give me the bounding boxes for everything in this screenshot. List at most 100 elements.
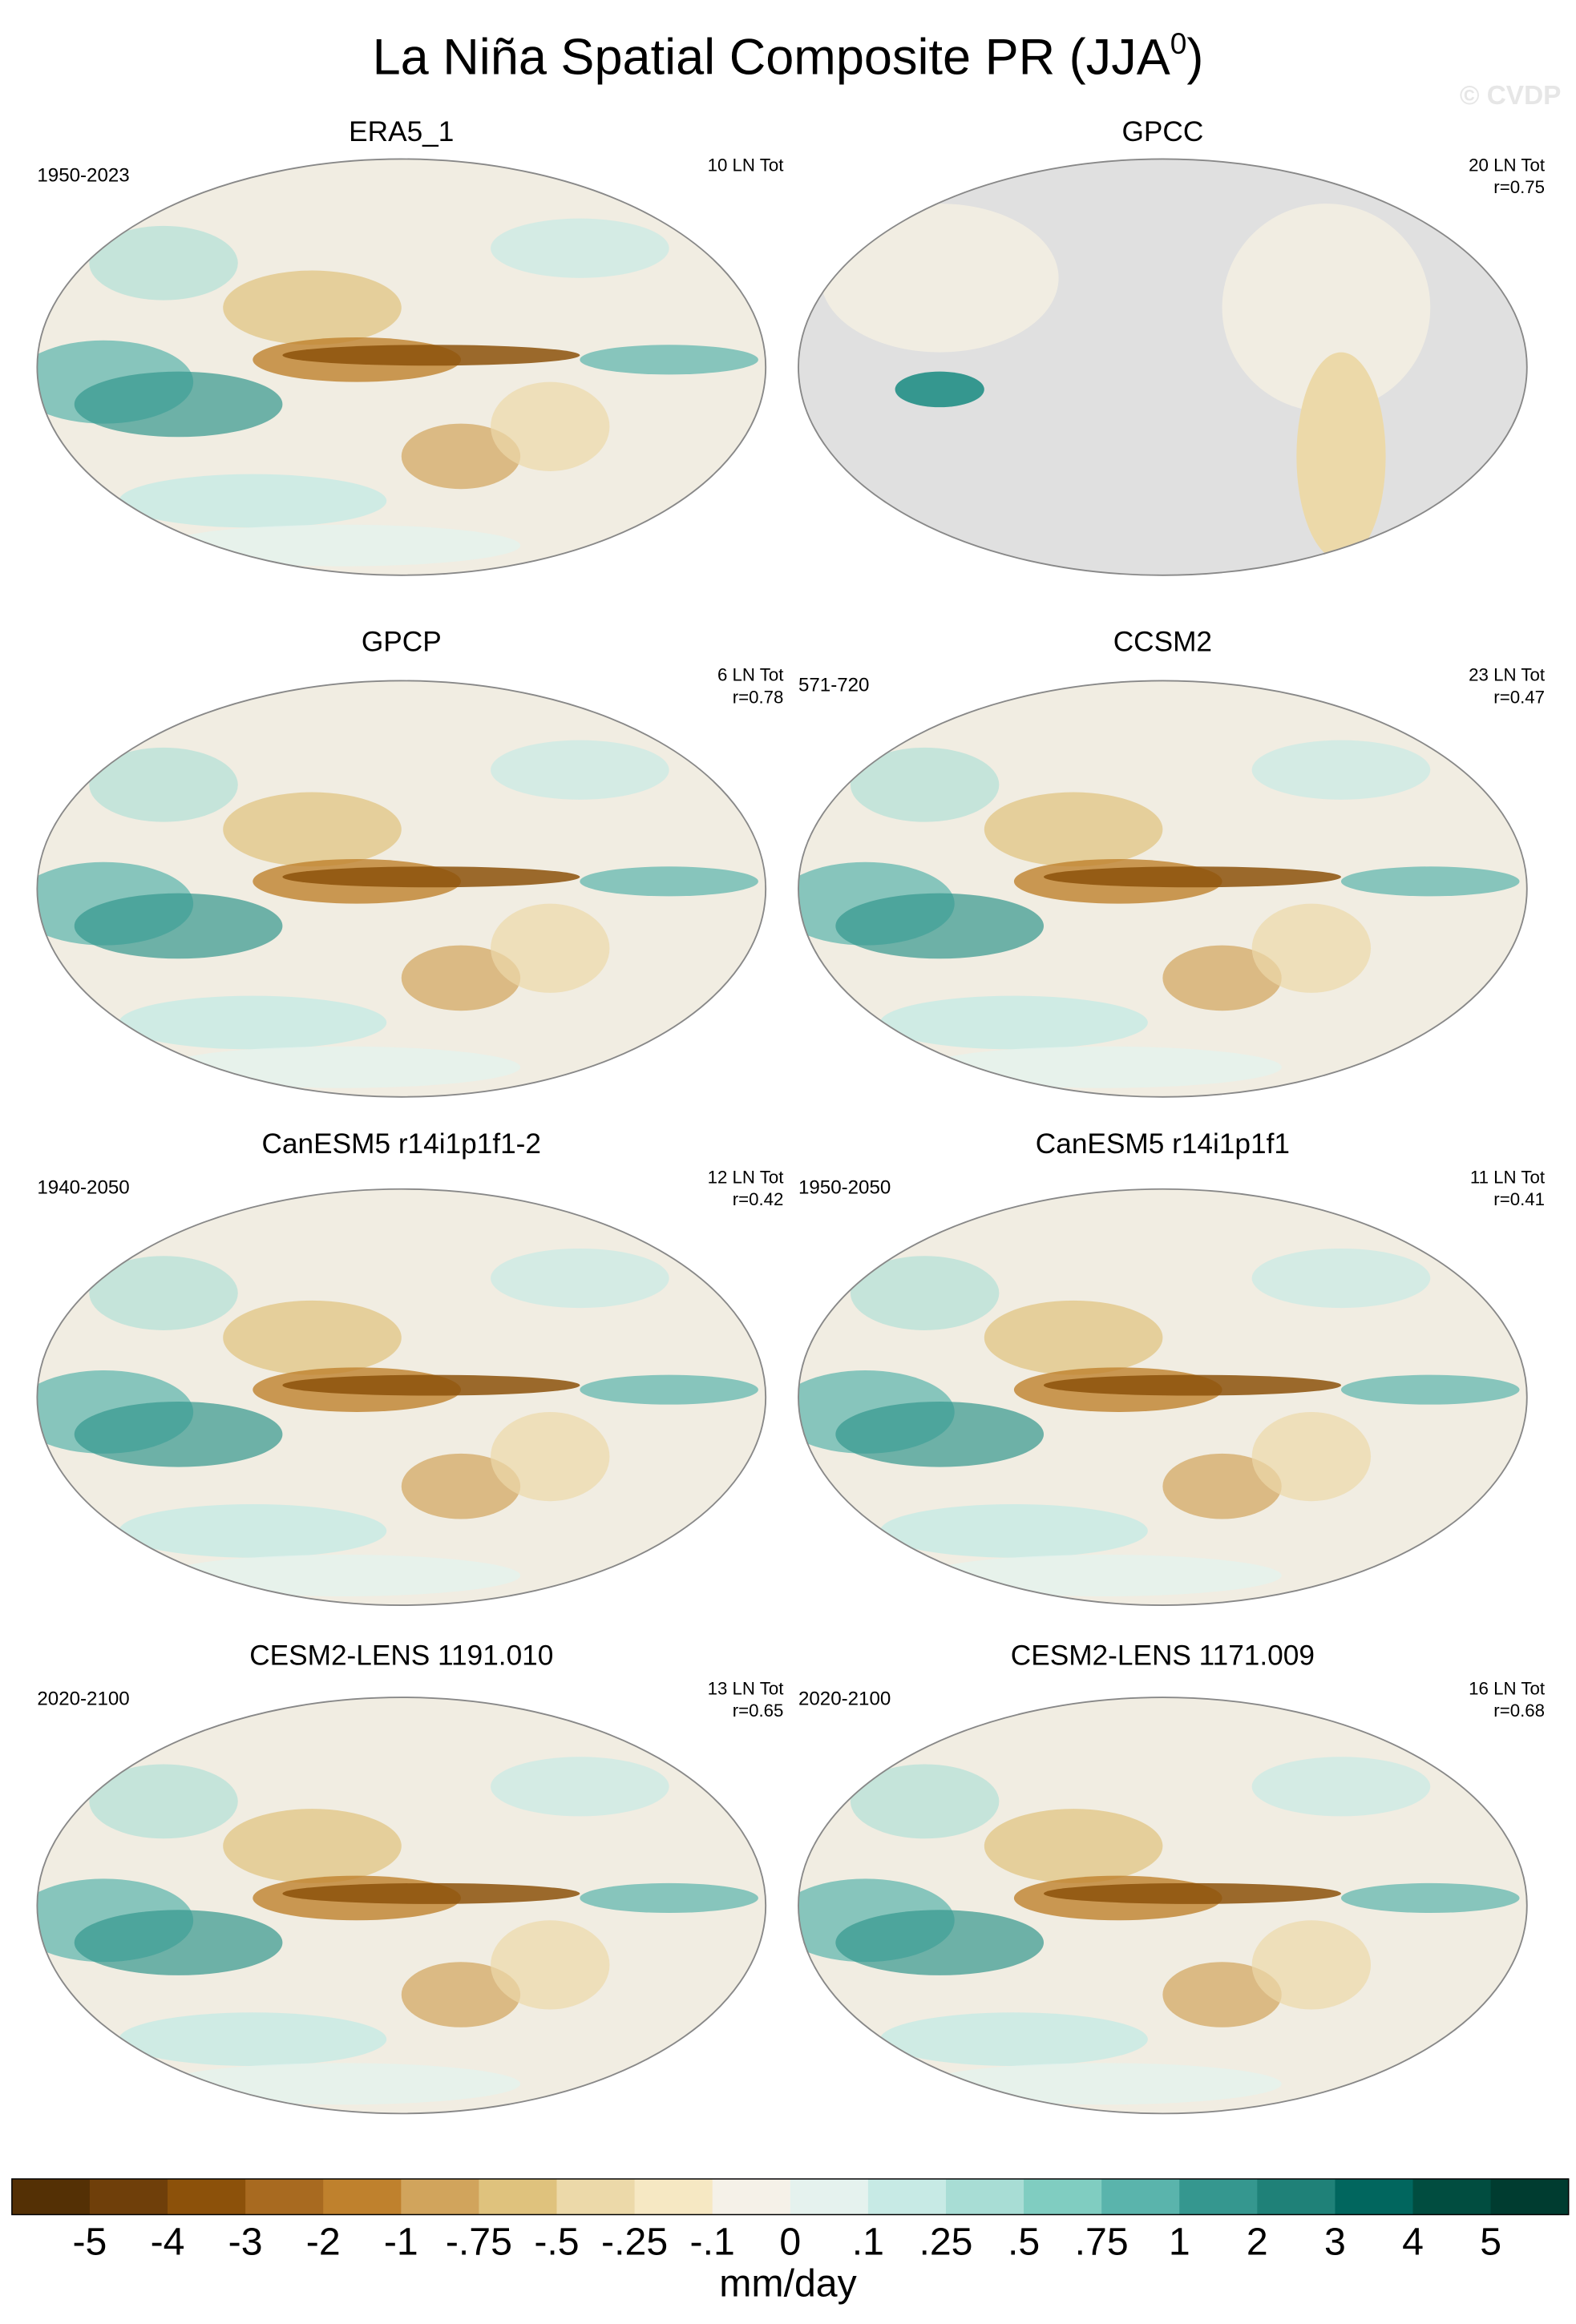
map-shading [1044,866,1341,888]
panel-stat: 11 LN Tot [1470,1167,1546,1187]
map-shading [164,1046,521,1088]
panel-stat: r=0.41 [1493,1189,1545,1209]
map-shading [119,995,387,1050]
colorbar-label: -.25 [601,2221,668,2264]
panel-stat: r=0.68 [1493,1701,1545,1721]
colorbar-label: 0 [779,2221,801,2264]
colorbar-label: .5 [1008,2221,1040,2264]
map-shading [282,1374,580,1396]
map-shading [1162,945,1282,1011]
colorbar-swatch [168,2178,246,2215]
colorbar-label: 3 [1324,2221,1346,2264]
map-shading [1222,204,1431,412]
colorbar-label: 2 [1247,2221,1268,2264]
colorbar-label: -4 [151,2221,185,2264]
colorbar-swatch [89,2178,168,2215]
map-shading [401,1453,521,1519]
map-shading [850,1256,1000,1330]
map-border [36,1188,767,1606]
colorbar-label: 4 [1402,2221,1424,2264]
colorbar-swatch [1179,2178,1258,2215]
colorbar-unit: mm/day [719,2262,857,2306]
panel-stat: 16 LN Tot [1469,1678,1546,1698]
colorbar-swatch [1490,2178,1570,2215]
colorbar-label: -2 [306,2221,341,2264]
colorbar-label: 1 [1169,2221,1190,2264]
map [37,1697,766,2114]
title-text: La Niña Spatial Composite PR (JJA [373,30,1170,86]
figure-title: La Niña Spatial Composite PR (JJA0) [373,26,1204,86]
colorbar-label: -.1 [690,2221,735,2264]
panel-stat: 12 LN Tot [708,1167,785,1187]
map-shading [879,995,1148,1050]
map-border [798,680,1528,1098]
colorbar-swatch [867,2178,947,2215]
map-shading [1251,1757,1431,1817]
map-shading [580,1882,758,1913]
map-shading [164,524,521,567]
map-shading [924,1046,1282,1088]
colorbar-swatch [790,2178,869,2215]
map-shading [491,1920,610,2010]
title-superscript: 0 [1170,26,1187,60]
map-shading [223,1300,402,1375]
colorbar-label: -.5 [534,2221,579,2264]
map-shading [89,1256,238,1330]
map-shading [1251,740,1431,800]
map-shading [491,1757,669,1817]
panel-period: 1940-2050 [37,1176,129,1198]
map-border [36,158,767,576]
map-shading [1162,1962,1282,2027]
colorbar-swatch [634,2178,713,2215]
map-shading [1251,1248,1431,1309]
map-shading [580,866,758,897]
map [798,1188,1527,1606]
map-shading [924,2063,1282,2105]
map-shading [1044,1374,1341,1396]
map-shading [1251,903,1372,993]
colorbar-swatch [323,2178,402,2215]
colorbar-swatch [556,2178,636,2215]
colorbar-label: -3 [228,2221,263,2264]
colorbar-border [11,2178,1570,2216]
panel-title: GPCP [362,626,442,657]
map [37,1188,766,1606]
colorbar-swatch [245,2178,324,2215]
colorbar-swatch [479,2178,558,2215]
map-shading [984,1809,1163,1883]
panel-title: CCSM2 [1113,626,1212,657]
map-shading [164,2063,521,2105]
map-shading [835,1910,1045,1975]
map-shading [491,1411,610,1502]
map-shading [74,1401,283,1467]
panel-title: CanESM5 r14i1p1f1-2 [262,1128,541,1160]
map-shading [835,1401,1045,1467]
map-shading [119,2012,387,2067]
map-shading [580,1374,758,1405]
map [798,159,1527,575]
map-shading [1296,352,1386,561]
map-border [798,1697,1528,2115]
colorbar-label: .25 [919,2221,972,2264]
panel-stat: 6 LN Tot [717,664,784,684]
panel-stat: r=0.75 [1493,177,1545,197]
panel-period: 571-720 [798,674,869,696]
colorbar-swatch [1101,2178,1180,2215]
title-end: ) [1186,30,1203,86]
map-border [798,158,1528,576]
map-border [798,1188,1528,1606]
colorbar-label: -5 [73,2221,107,2264]
map-shading [119,1503,387,1558]
map-shading [89,1764,238,1839]
map-shading [491,903,610,993]
colorbar-label: .75 [1075,2221,1129,2264]
panel-title: CESM2-LENS 1191.010 [249,1640,553,1671]
colorbar-swatch [945,2178,1024,2215]
map-shading [74,1910,283,1975]
map-shading [984,792,1163,867]
colorbar-label: .1 [852,2221,884,2264]
map-border [36,1697,767,2115]
colorbar-label: -.75 [446,2221,512,2264]
